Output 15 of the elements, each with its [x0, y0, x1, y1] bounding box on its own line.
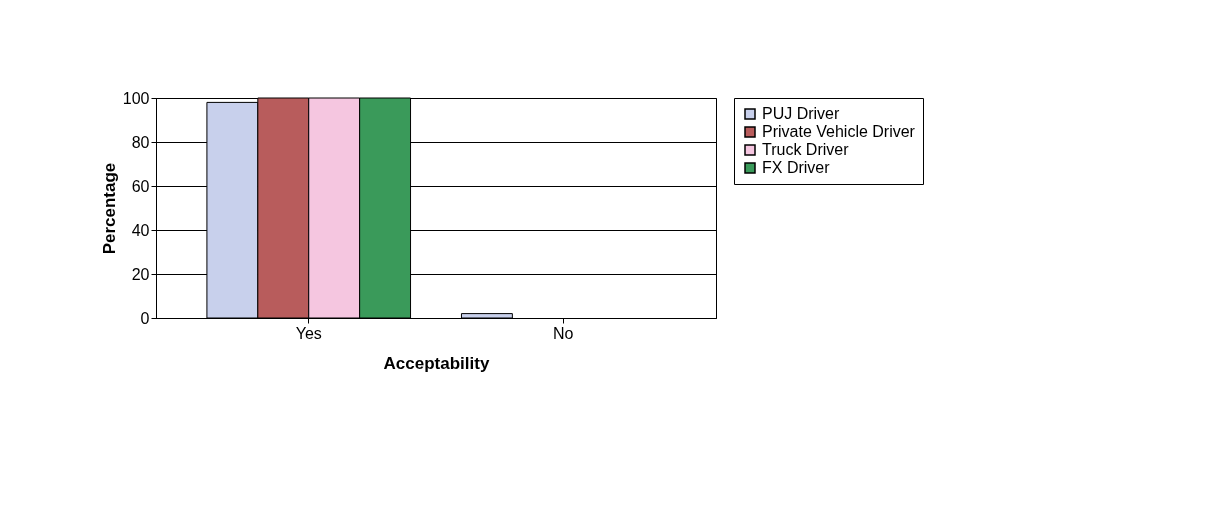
- y-tick-label: 0: [140, 309, 150, 327]
- x-axis-title: Acceptability: [383, 353, 490, 373]
- y-tick-label: 60: [131, 177, 150, 195]
- y-tick-label: 100: [122, 89, 150, 107]
- x-tick-label: No: [553, 324, 574, 342]
- legend-label: PUJ Driver: [762, 105, 841, 122]
- y-tick-label: 80: [131, 133, 150, 151]
- x-tick-label: Yes: [295, 324, 322, 342]
- y-tick-label: 40: [131, 221, 150, 239]
- y-tick-label: 20: [131, 265, 150, 283]
- legend-label: Private Vehicle Driver: [762, 123, 916, 140]
- legend-label: FX Driver: [762, 159, 831, 176]
- bar: [460, 313, 513, 319]
- y-axis-title: Percentage: [99, 162, 119, 255]
- legend-label: Truck Driver: [762, 141, 850, 158]
